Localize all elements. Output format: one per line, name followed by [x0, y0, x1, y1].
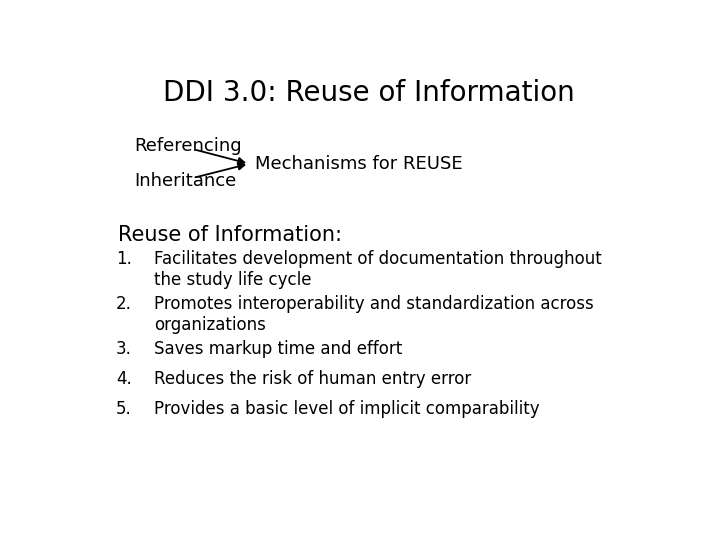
Text: Inheritance: Inheritance — [135, 172, 237, 190]
Text: 2.: 2. — [116, 295, 132, 313]
Text: 5.: 5. — [116, 400, 132, 417]
Text: Provides a basic level of implicit comparability: Provides a basic level of implicit compa… — [154, 400, 540, 417]
Text: Referencing: Referencing — [135, 137, 242, 155]
Text: Promotes interoperability and standardization across
organizations: Promotes interoperability and standardiz… — [154, 295, 594, 334]
Text: Reduces the risk of human entry error: Reduces the risk of human entry error — [154, 369, 472, 388]
Text: DDI 3.0: Reuse of Information: DDI 3.0: Reuse of Information — [163, 79, 575, 107]
Text: Mechanisms for REUSE: Mechanisms for REUSE — [255, 155, 462, 173]
Text: Facilitates development of documentation throughout
the study life cycle: Facilitates development of documentation… — [154, 250, 602, 289]
Text: 1.: 1. — [116, 250, 132, 268]
Text: 4.: 4. — [116, 369, 132, 388]
Text: Reuse of Information:: Reuse of Information: — [118, 225, 342, 245]
Text: 3.: 3. — [116, 340, 132, 357]
Text: Saves markup time and effort: Saves markup time and effort — [154, 340, 402, 357]
